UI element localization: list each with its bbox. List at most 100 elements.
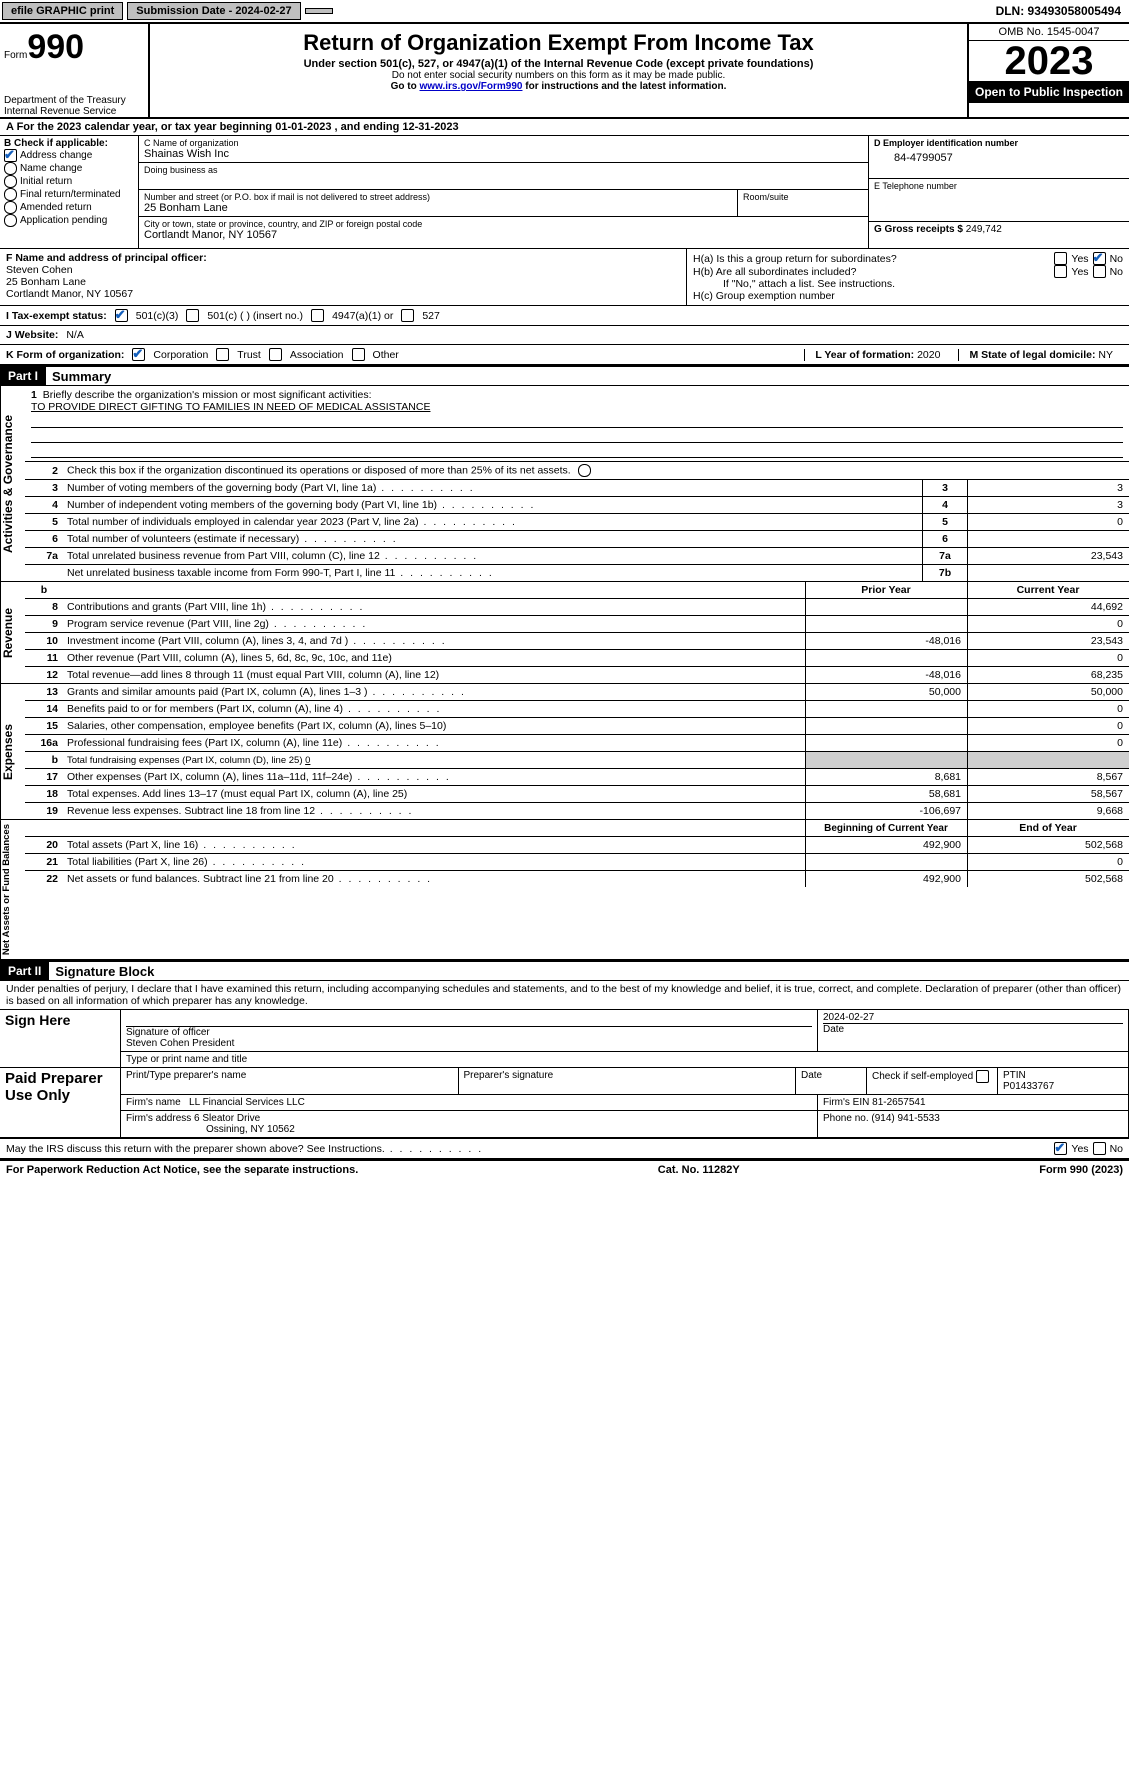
prep-sig-label: Preparer's signature bbox=[464, 1070, 554, 1081]
f-h-row: F Name and address of principal officer:… bbox=[0, 249, 1129, 306]
l4-value: 3 bbox=[968, 497, 1129, 514]
l17-text: Other expenses (Part IX, column (A), lin… bbox=[67, 771, 451, 783]
blank-button[interactable] bbox=[305, 8, 333, 14]
officer-street: 25 Bonham Lane bbox=[6, 276, 680, 288]
part1-label: Part I bbox=[0, 367, 46, 385]
l8-current: 44,692 bbox=[968, 599, 1129, 616]
tax-exempt-row: I Tax-exempt status: 501(c)(3) 501(c) ( … bbox=[0, 306, 1129, 326]
l16b-text: Total fundraising expenses (Part IX, col… bbox=[67, 755, 305, 766]
discuss-no-label: No bbox=[1110, 1143, 1123, 1155]
discuss-no-checkbox[interactable] bbox=[1093, 1142, 1106, 1155]
501c-checkbox[interactable] bbox=[186, 309, 199, 322]
vlabel-net-assets: Net Assets or Fund Balances bbox=[0, 820, 25, 959]
l18-text: Total expenses. Add lines 13–17 (must eq… bbox=[67, 788, 407, 800]
hb-yes-label: Yes bbox=[1071, 266, 1088, 278]
hb-no-checkbox[interactable] bbox=[1093, 265, 1106, 278]
part2-title: Signature Block bbox=[49, 964, 154, 979]
l12-prior: -48,016 bbox=[806, 667, 968, 684]
amended-return-label: Amended return bbox=[20, 202, 92, 213]
ha-no-checkbox[interactable] bbox=[1093, 252, 1106, 265]
j-label: J Website: bbox=[6, 329, 58, 341]
l20-end: 502,568 bbox=[968, 837, 1129, 854]
tax-year: 2023 bbox=[969, 41, 1129, 81]
d-ein-label: D Employer identification number bbox=[874, 138, 1124, 148]
part2-header: Part II Signature Block bbox=[0, 961, 1129, 981]
l6-text: Total number of volunteers (estimate if … bbox=[67, 533, 398, 545]
c-name-label: C Name of organization bbox=[144, 138, 863, 148]
ha-label: H(a) Is this a group return for subordin… bbox=[693, 253, 897, 265]
l3-text: Number of voting members of the governin… bbox=[67, 482, 475, 494]
officer-name: Steven Cohen bbox=[6, 264, 680, 276]
irs-form990-link[interactable]: www.irs.gov/Form990 bbox=[419, 81, 522, 92]
l11-current: 0 bbox=[968, 650, 1129, 667]
page-footer: For Paperwork Reduction Act Notice, see … bbox=[0, 1160, 1129, 1179]
initial-return-checkbox[interactable] bbox=[4, 175, 17, 188]
final-return-checkbox[interactable] bbox=[4, 188, 17, 201]
l14-prior bbox=[806, 701, 968, 718]
firm-ein-label: Firm's EIN bbox=[823, 1097, 869, 1108]
signature-block: Sign Here Signature of officer Steven Co… bbox=[0, 1009, 1129, 1138]
l2-checkbox[interactable] bbox=[578, 464, 591, 477]
city-label: City or town, state or province, country… bbox=[144, 219, 863, 229]
room-suite-label: Room/suite bbox=[737, 190, 868, 216]
g-receipts-value: 249,742 bbox=[966, 224, 1002, 235]
l21-begin bbox=[806, 854, 968, 871]
street-address: 25 Bonham Lane bbox=[144, 202, 732, 214]
form-subtitle: Under section 501(c), 527, or 4947(a)(1)… bbox=[156, 58, 961, 70]
form-number: 990 bbox=[27, 28, 84, 66]
ha-yes-checkbox[interactable] bbox=[1054, 252, 1067, 265]
527-checkbox[interactable] bbox=[401, 309, 414, 322]
l9-prior bbox=[806, 616, 968, 633]
l7a-value: 23,543 bbox=[968, 548, 1129, 565]
submission-date-button[interactable]: Submission Date - 2024-02-27 bbox=[127, 2, 300, 20]
amended-return-checkbox[interactable] bbox=[4, 201, 17, 214]
l14-current: 0 bbox=[968, 701, 1129, 718]
association-checkbox[interactable] bbox=[269, 348, 282, 361]
self-employed-checkbox[interactable] bbox=[976, 1070, 989, 1083]
l7b-value bbox=[968, 565, 1129, 582]
officer-city: Cortlandt Manor, NY 10567 bbox=[6, 288, 680, 300]
l1-text: Briefly describe the organization's miss… bbox=[43, 389, 372, 401]
l10-text: Investment income (Part VIII, column (A)… bbox=[67, 635, 447, 647]
pra-notice: For Paperwork Reduction Act Notice, see … bbox=[6, 1164, 358, 1176]
address-change-checkbox[interactable] bbox=[4, 149, 17, 162]
501c3-checkbox[interactable] bbox=[115, 309, 128, 322]
firm-addr2: Ossining, NY 10562 bbox=[126, 1124, 295, 1135]
4947-checkbox[interactable] bbox=[311, 309, 324, 322]
l21-text: Total liabilities (Part X, line 26) bbox=[67, 856, 306, 868]
name-change-checkbox[interactable] bbox=[4, 162, 17, 175]
b-label: B Check if applicable: bbox=[4, 138, 134, 149]
app-pending-checkbox[interactable] bbox=[4, 214, 17, 227]
dba-label: Doing business as bbox=[144, 165, 863, 175]
a-begin: 01-01-2023 bbox=[275, 121, 331, 133]
l18-current: 58,567 bbox=[968, 786, 1129, 803]
l13-prior: 50,000 bbox=[806, 684, 968, 701]
entity-grid: B Check if applicable: Address change Na… bbox=[0, 136, 1129, 249]
corporation-checkbox[interactable] bbox=[132, 348, 145, 361]
ptin-label: PTIN bbox=[1003, 1070, 1026, 1081]
city-state-zip: Cortlandt Manor, NY 10567 bbox=[144, 229, 863, 241]
part2-label: Part II bbox=[0, 962, 49, 980]
open-to-public: Open to Public Inspection bbox=[969, 81, 1129, 103]
l3-value: 3 bbox=[968, 480, 1129, 497]
efile-print-button[interactable]: efile GRAPHIC print bbox=[2, 2, 123, 20]
trust-checkbox[interactable] bbox=[216, 348, 229, 361]
firm-name-value: LL Financial Services LLC bbox=[189, 1097, 305, 1108]
l10-prior: -48,016 bbox=[806, 633, 968, 650]
sig-officer-label: Signature of officer bbox=[126, 1027, 210, 1038]
l2-text: Check this box if the organization disco… bbox=[67, 464, 571, 476]
hb-yes-checkbox[interactable] bbox=[1054, 265, 1067, 278]
501c-label: 501(c) ( ) (insert no.) bbox=[207, 310, 303, 322]
discuss-yes-checkbox[interactable] bbox=[1054, 1142, 1067, 1155]
a-mid: , and ending bbox=[335, 121, 403, 133]
i-label: I Tax-exempt status: bbox=[6, 310, 107, 322]
other-checkbox[interactable] bbox=[352, 348, 365, 361]
app-pending-label: Application pending bbox=[20, 215, 107, 226]
g-receipts-label: G Gross receipts $ bbox=[874, 224, 966, 235]
sig-type-label: Type or print name and title bbox=[126, 1054, 247, 1065]
firm-name-label: Firm's name bbox=[126, 1097, 181, 1108]
l16a-text: Professional fundraising fees (Part IX, … bbox=[67, 737, 441, 749]
sign-here-label: Sign Here bbox=[0, 1010, 121, 1068]
k-label: K Form of organization: bbox=[6, 349, 124, 361]
hc-label: H(c) Group exemption number bbox=[693, 290, 1123, 302]
